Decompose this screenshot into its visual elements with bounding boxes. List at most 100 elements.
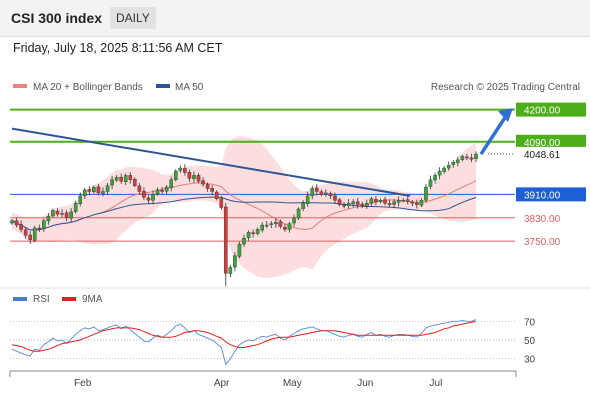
candle-body	[419, 200, 424, 206]
candle-body	[392, 201, 396, 205]
candle-body	[264, 224, 269, 227]
candle-body	[60, 213, 64, 215]
x-tick-jun: Jun	[357, 378, 373, 389]
candle-body	[64, 212, 69, 218]
candle-body	[146, 197, 151, 201]
bollinger-band-area	[12, 136, 476, 279]
downtrend-line	[11, 127, 411, 197]
candle-body	[310, 188, 315, 197]
candle-body	[360, 203, 365, 207]
candle-body	[296, 208, 301, 219]
chart-header: CSI 300 index DAILY	[0, 0, 590, 37]
candle-body	[196, 175, 201, 182]
candle-body	[351, 201, 355, 204]
candle-body	[78, 195, 83, 204]
x-tick-feb: Feb	[74, 378, 92, 389]
candle-body	[101, 191, 105, 194]
candle-body	[396, 200, 401, 203]
candle-body	[73, 202, 78, 212]
candle-body	[105, 185, 110, 192]
candle-body	[151, 194, 155, 201]
level-box-4090.00	[516, 134, 586, 149]
legend-label-ma20: MA 20 + Bollinger Bands	[33, 82, 143, 93]
candle-body	[219, 198, 224, 208]
candle-body	[96, 186, 101, 194]
candle-body	[14, 220, 19, 226]
candle-body	[333, 195, 337, 201]
legend-swatch-ma50	[156, 84, 170, 88]
candle-body	[42, 220, 46, 230]
candle-body	[183, 168, 187, 173]
candle-body	[433, 175, 437, 181]
last-price-label: 4048.61	[524, 150, 561, 161]
candle-body	[119, 176, 123, 182]
candle-body	[169, 179, 174, 188]
candle-body	[142, 190, 146, 198]
instrument-title: CSI 300 index	[11, 10, 103, 26]
candle-body	[224, 206, 228, 274]
x-tick-may: May	[283, 378, 302, 389]
candle-body	[410, 201, 415, 204]
candle-body	[292, 217, 296, 224]
candle-body	[32, 227, 37, 241]
candle-body	[46, 216, 51, 222]
candle-body	[178, 167, 183, 171]
candle-body	[37, 227, 42, 230]
legend-swatch-9ma	[62, 297, 76, 301]
candle-body	[201, 180, 205, 185]
candle-body	[233, 255, 237, 268]
candle-body	[210, 188, 214, 192]
rsi-level-label-70: 70	[524, 317, 536, 328]
rsi-level-label-30: 30	[524, 355, 536, 366]
rsi-ma9-line	[11, 320, 477, 352]
candle-body	[28, 234, 32, 240]
candle-body	[205, 184, 210, 189]
candle-body	[260, 224, 264, 231]
candle-body	[155, 189, 160, 194]
candle-body	[123, 175, 128, 183]
rsi-level-label-50: 50	[524, 336, 536, 347]
x-tick-jul: Jul	[430, 378, 443, 389]
last-price-bg	[516, 146, 586, 160]
level-label-3750.00: 3750.00	[524, 237, 561, 248]
candle-body	[378, 200, 383, 202]
candle-body	[133, 178, 137, 186]
candle-body	[456, 159, 460, 163]
candle-body	[314, 187, 319, 192]
level-label-4200.00: 4200.00	[524, 106, 561, 117]
candle-body	[274, 221, 278, 225]
candle-body	[328, 193, 333, 197]
candle-body	[346, 202, 351, 206]
timeframe-badge[interactable]: DAILY	[110, 7, 156, 29]
forecast-arrow-shaft	[479, 115, 508, 156]
candle-body	[428, 179, 433, 187]
candle-body	[324, 192, 328, 195]
candle-body	[237, 243, 242, 257]
candle-body	[23, 229, 28, 236]
candle-body	[415, 202, 419, 205]
candle-body	[365, 202, 369, 207]
candle-body	[187, 171, 192, 179]
level-label-4090.00: 4090.00	[524, 138, 561, 149]
candle-body	[401, 200, 406, 202]
candle-body	[437, 170, 442, 176]
candle-body	[369, 198, 374, 204]
candle-body	[387, 203, 392, 205]
candle-body	[164, 186, 169, 192]
candle-body	[19, 224, 23, 230]
candle-body	[110, 179, 114, 186]
candle-body	[355, 201, 360, 205]
level-box-3910.00	[516, 187, 586, 202]
candle-body	[474, 153, 478, 159]
candle-body	[446, 164, 451, 169]
last-price-box: 4048.61	[516, 146, 586, 161]
candle-body	[451, 162, 456, 165]
candle-body	[287, 223, 292, 230]
ma50-line	[11, 196, 477, 231]
legend-label-ma50: MA 50	[175, 82, 204, 93]
candles	[10, 151, 478, 287]
candle-body	[460, 156, 465, 160]
candle-body	[69, 211, 73, 219]
level-label-3830.00: 3830.00	[524, 214, 561, 225]
forecast-arrow-head	[498, 108, 513, 123]
